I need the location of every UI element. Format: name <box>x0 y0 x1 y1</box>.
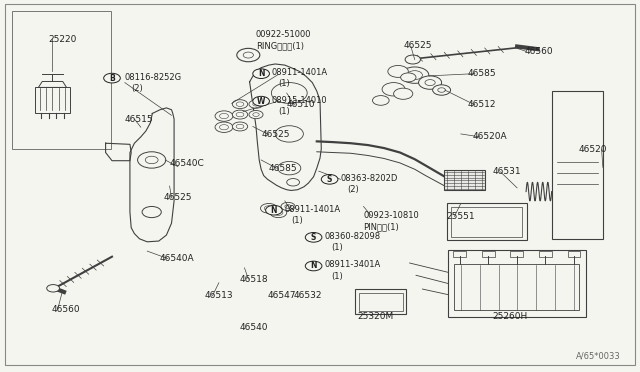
Bar <box>355 289 406 314</box>
Text: 46540A: 46540A <box>160 254 195 263</box>
Text: 08915-14010: 08915-14010 <box>272 96 328 105</box>
Circle shape <box>388 65 408 77</box>
Circle shape <box>215 111 233 121</box>
Text: RINGリング(1): RINGリング(1) <box>256 41 304 50</box>
Text: 46585: 46585 <box>269 164 298 173</box>
Circle shape <box>232 122 248 131</box>
Circle shape <box>270 208 287 218</box>
Text: 08911-3401A: 08911-3401A <box>324 260 381 269</box>
Circle shape <box>260 203 277 213</box>
Text: 46540: 46540 <box>240 323 269 332</box>
Circle shape <box>305 232 322 242</box>
Text: (1): (1) <box>278 107 290 116</box>
Circle shape <box>305 261 322 271</box>
Circle shape <box>382 83 405 96</box>
Text: N: N <box>258 69 264 78</box>
Circle shape <box>249 110 263 119</box>
Text: 46520A: 46520A <box>472 132 507 141</box>
Text: 00922-51000: 00922-51000 <box>256 30 312 39</box>
Bar <box>447 203 527 240</box>
Text: B: B <box>109 74 115 83</box>
Text: 08911-1401A: 08911-1401A <box>285 205 341 214</box>
Text: 46515: 46515 <box>125 115 154 124</box>
Circle shape <box>401 73 416 82</box>
Bar <box>359 293 403 311</box>
Text: N: N <box>310 262 317 270</box>
Text: 25551: 25551 <box>447 212 476 221</box>
Text: 08116-8252G: 08116-8252G <box>125 73 182 81</box>
Circle shape <box>266 205 282 215</box>
Circle shape <box>232 110 248 119</box>
Text: (2): (2) <box>347 185 358 194</box>
Circle shape <box>321 174 338 184</box>
Text: 46525: 46525 <box>261 130 290 139</box>
Circle shape <box>215 122 233 132</box>
Circle shape <box>372 96 389 105</box>
Bar <box>12 11 111 149</box>
Text: 46520: 46520 <box>578 145 607 154</box>
Circle shape <box>253 96 269 106</box>
Text: W: W <box>257 97 266 106</box>
Circle shape <box>253 69 269 78</box>
Text: 08911-1401A: 08911-1401A <box>272 68 328 77</box>
Bar <box>510 251 523 257</box>
Text: 46585: 46585 <box>467 69 496 78</box>
Text: 08360-82098: 08360-82098 <box>324 232 381 241</box>
Text: 46518: 46518 <box>240 275 269 283</box>
Bar <box>35 87 70 113</box>
Circle shape <box>433 85 451 95</box>
Bar <box>482 251 495 257</box>
Text: 46532: 46532 <box>293 291 322 300</box>
Text: PINピン(1): PINピン(1) <box>364 222 399 231</box>
Text: 46513: 46513 <box>205 291 234 300</box>
Bar <box>444 170 485 190</box>
Text: (1): (1) <box>331 272 342 280</box>
Bar <box>448 250 586 317</box>
Text: (2): (2) <box>131 84 143 93</box>
Circle shape <box>281 202 295 211</box>
Circle shape <box>232 100 248 109</box>
Text: 46547: 46547 <box>268 291 296 300</box>
Text: 46525: 46525 <box>403 41 432 50</box>
Circle shape <box>249 100 263 108</box>
Text: 00923-10810: 00923-10810 <box>364 211 419 220</box>
Bar <box>568 251 580 257</box>
Circle shape <box>104 73 120 83</box>
Text: 46525: 46525 <box>163 193 192 202</box>
Circle shape <box>419 76 442 89</box>
Bar <box>454 264 579 310</box>
Text: N: N <box>271 206 277 215</box>
Text: A/65*0033: A/65*0033 <box>576 352 621 361</box>
Bar <box>539 251 552 257</box>
Text: 46560: 46560 <box>51 305 80 314</box>
Text: 46512: 46512 <box>467 100 496 109</box>
Text: 46540C: 46540C <box>170 159 204 168</box>
Circle shape <box>394 88 413 99</box>
Text: 25320M: 25320M <box>357 312 394 321</box>
Circle shape <box>47 285 60 292</box>
Text: (1): (1) <box>291 216 303 225</box>
Text: 46560: 46560 <box>525 47 554 56</box>
Text: 08363-8202D: 08363-8202D <box>340 174 398 183</box>
Text: 46510: 46510 <box>287 100 316 109</box>
Text: 25260H: 25260H <box>493 312 528 321</box>
Text: S: S <box>327 175 332 184</box>
Circle shape <box>237 48 260 62</box>
Circle shape <box>405 55 420 64</box>
Text: S: S <box>311 233 316 242</box>
Circle shape <box>401 67 429 83</box>
Text: 25220: 25220 <box>48 35 76 44</box>
Bar <box>552 91 603 239</box>
Text: (1): (1) <box>278 79 290 88</box>
Bar <box>451 207 522 237</box>
Text: (1): (1) <box>331 243 342 252</box>
Bar <box>453 251 466 257</box>
Text: 46531: 46531 <box>493 167 522 176</box>
